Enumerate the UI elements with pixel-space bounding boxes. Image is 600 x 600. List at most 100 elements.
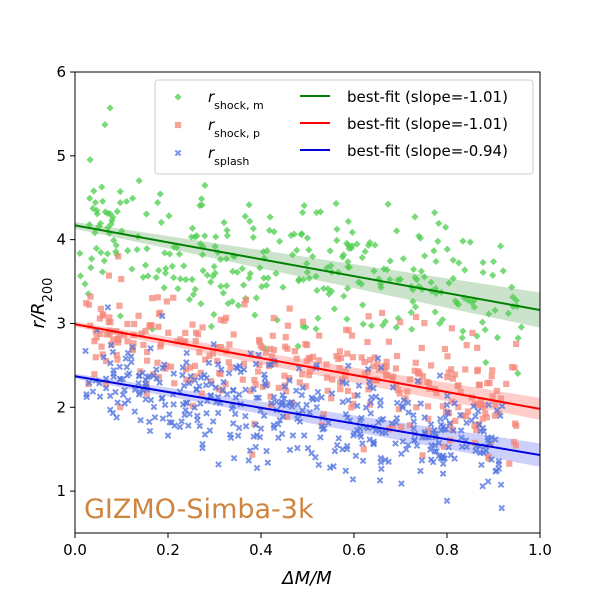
x-axis-label: ΔM/M [280,568,332,589]
scatter-point-diamond [481,326,489,334]
scatter-point-diamond [197,300,205,308]
scatter-point-diamond [359,320,367,328]
scatter-point-x [256,433,264,441]
scatter-point-x [427,446,434,453]
scatter-point-diamond [160,284,168,292]
scatter-point-diamond [241,212,249,220]
scatter-point-diamond [482,358,490,367]
scatter-point-x [367,410,375,417]
scatter-point-diamond [266,213,274,221]
scatter-point-x [170,401,177,408]
fit-line-2 [75,375,540,457]
y-axis-label: r/R200 [28,278,56,329]
scatter-point-square [99,311,106,318]
scatter-point-square [343,326,350,333]
scatter-point-square [474,344,481,351]
scatter-point-x [392,440,399,447]
scatter-point-x [299,384,307,392]
scatter-point-diamond [415,232,423,240]
scatter-point-x [124,349,132,357]
scatter-point-square [154,359,161,366]
scatter-point-diamond [245,274,253,282]
scatter-point-diamond [290,230,298,238]
scatter-point-diamond [479,268,487,277]
scatter-point-x [220,378,227,386]
scatter-point-x [137,416,144,424]
scatter-point-x [463,419,470,427]
scatter-point-x [264,459,272,466]
scatter-point-diamond [93,206,101,215]
scatter-point-square [217,344,224,351]
scatter-point-x [182,399,190,407]
scatter-point-x [479,482,486,490]
scatter-point-square [348,404,355,411]
scatter-point-diamond [107,220,115,228]
x-tick-label: 1.0 [528,541,552,559]
scatter-point-diamond [85,221,94,229]
scatter-point-x [429,458,437,466]
scatter-point-diamond [496,242,505,250]
scatter-point-x [110,366,118,374]
scatter-point-diamond [344,217,352,226]
scatter-point-square [143,357,151,364]
scatter-point-diamond [381,317,389,326]
scatter-point-x [102,384,110,392]
scatter-point-diamond [303,268,311,276]
scatter-point-diamond [273,316,281,324]
scatter-point-x [144,374,151,381]
scatter-point-diamond [514,334,522,342]
scatter-point-diamond [357,280,365,288]
scatter-point-x [250,385,257,393]
scatter-point-x [364,365,372,373]
legend-box [154,79,534,175]
scatter-point-diamond [417,267,425,275]
scatter-point-x [139,369,146,377]
scatter-point-diamond [473,332,481,340]
scatter-point-x [209,418,217,425]
scatter-point-square [303,357,310,365]
y-axis-ticks: 1 2 3 4 5 6 [56,63,75,500]
legend-marker-square [174,121,182,129]
scatter-point-x [445,443,452,451]
scatter-point-x [292,387,300,395]
scatter-point-x [150,403,158,411]
scatter-point-x [231,410,239,418]
scatter-point-square [186,364,193,371]
scatter-point-diamond [234,301,242,309]
scatter-point-x [300,432,308,439]
scatter-point-x [482,447,490,455]
scatter-point-x [263,447,270,455]
scatter-point-diamond [449,256,457,264]
scatter-point-square [275,384,282,391]
scatter-point-square [194,331,202,338]
scatter-point-x [242,412,249,420]
scatter-point-x [417,400,425,407]
scatter-point-x [253,464,261,472]
scatter-point-x [202,381,210,389]
scatter-point-x [431,448,439,455]
scatter-point-x [240,366,248,373]
scatter-point-diamond [224,299,232,308]
scatter-point-square [479,415,486,422]
scatter-point-square [398,424,405,431]
scatter-point-square [378,309,386,317]
scatter-point-square [309,353,317,360]
scatter-point-square [252,381,259,388]
scatter-point-diamond [188,224,197,232]
scatter-point-x [304,444,312,452]
scatter-point-x [458,434,465,441]
scatter-point-square [216,369,223,376]
scatter-point-diamond [517,323,525,331]
scatter-point-diamond [416,234,425,242]
scatter-point-diamond [343,284,352,292]
scatter-point-diamond [288,251,297,259]
scatter-point-x [116,363,123,371]
scatter-point-diamond [110,236,118,244]
scatter-point-diamond [245,201,253,209]
scatter-point-square [241,301,248,308]
scatter-point-square [371,354,378,361]
scatter-point-square [486,379,493,387]
scatter-point-diamond [188,275,196,284]
scatter-point-square [208,378,215,385]
scatter-point-x [367,399,375,406]
